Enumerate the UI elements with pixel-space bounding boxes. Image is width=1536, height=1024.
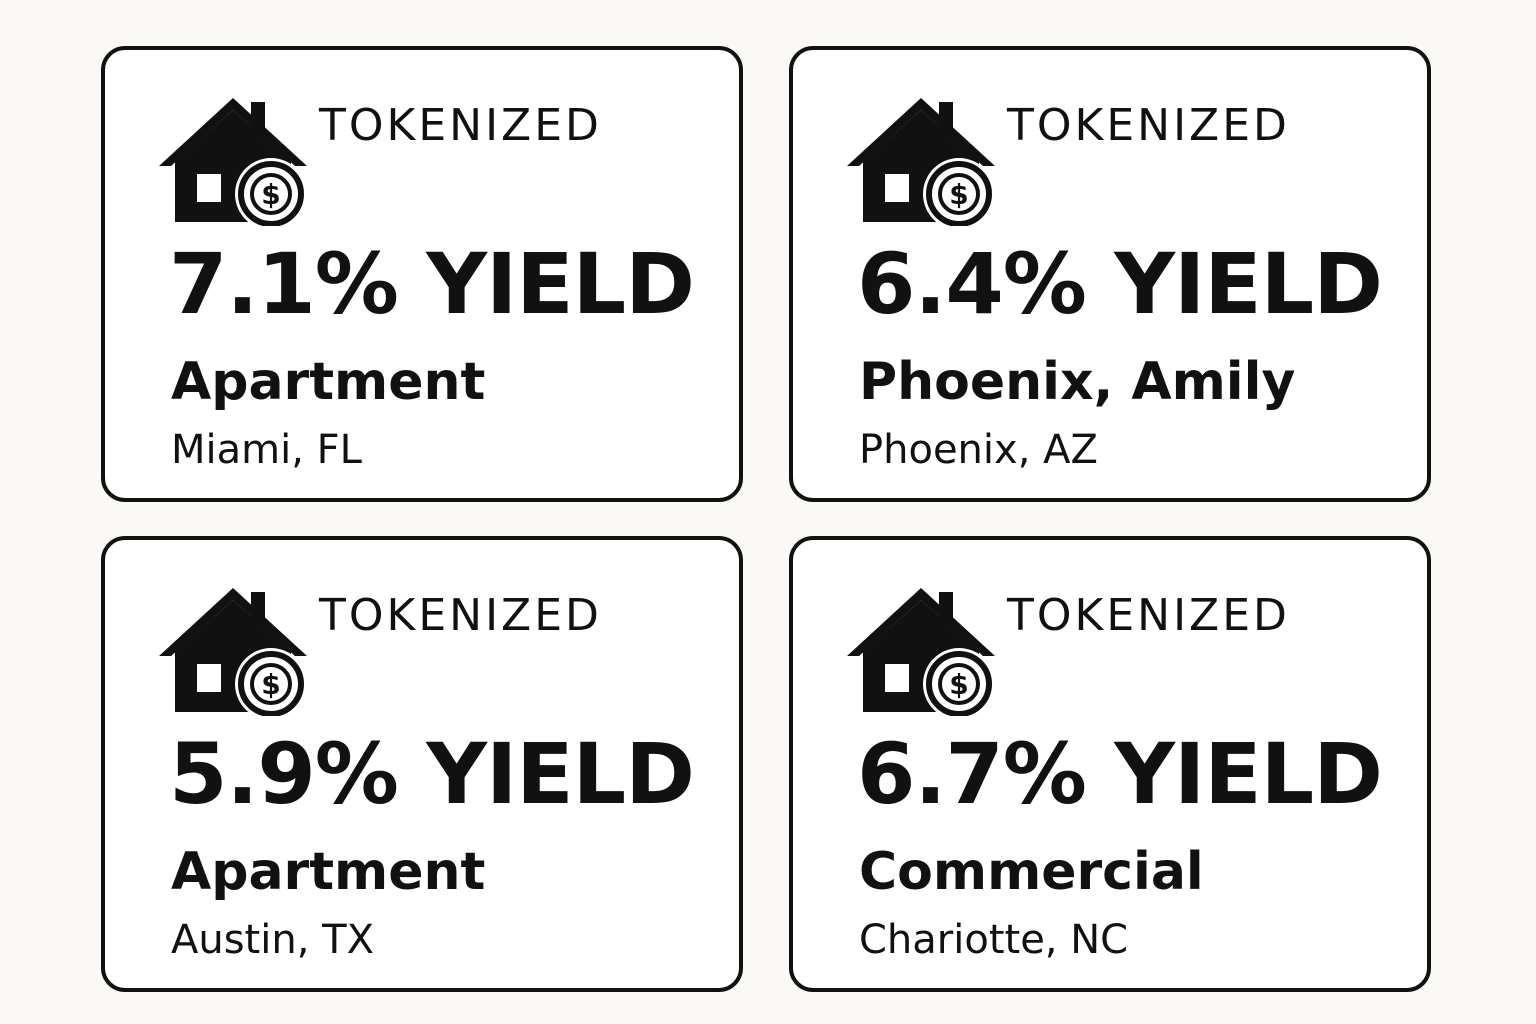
house-dollar-icon: $ (845, 586, 997, 716)
tokenized-label: TOKENIZED (1007, 100, 1290, 151)
yield-value: 6.4% YIELD (857, 235, 1383, 333)
property-type: Apartment (171, 352, 486, 412)
house-dollar-icon: $ (157, 96, 309, 226)
property-card-charlotte[interactable]: $ TOKENIZED 6.7% YIELD Commercial Chario… (789, 536, 1431, 992)
tokenized-label: TOKENIZED (319, 100, 602, 151)
property-card-austin[interactable]: $ TOKENIZED 5.9% YIELD Apartment Austin,… (101, 536, 743, 992)
house-dollar-icon: $ (845, 96, 997, 226)
house-dollar-icon: $ (157, 586, 309, 716)
property-location: Chariotte, NC (859, 917, 1129, 963)
property-location: Miami, FL (171, 427, 362, 473)
property-type: Apartment (171, 842, 486, 902)
tokenized-label: TOKENIZED (1007, 590, 1290, 641)
yield-value: 7.1% YIELD (169, 235, 695, 333)
property-type: Commercial (859, 842, 1204, 902)
svg-text:$: $ (261, 178, 280, 211)
property-location: Austin, TX (171, 917, 374, 963)
property-location: Phoenix, AZ (859, 427, 1098, 473)
tokenized-label: TOKENIZED (319, 590, 602, 641)
svg-text:$: $ (261, 668, 280, 701)
property-card-miami[interactable]: $ TOKENIZED 7.1% YIELD Apartment Miami, … (101, 46, 743, 502)
svg-text:$: $ (949, 668, 968, 701)
yield-value: 5.9% YIELD (169, 725, 695, 823)
property-type: Phoenix, Amily (859, 352, 1296, 412)
property-card-phoenix[interactable]: $ TOKENIZED 6.4% YIELD Phoenix, Amily Ph… (789, 46, 1431, 502)
svg-text:$: $ (949, 178, 968, 211)
yield-value: 6.7% YIELD (857, 725, 1383, 823)
